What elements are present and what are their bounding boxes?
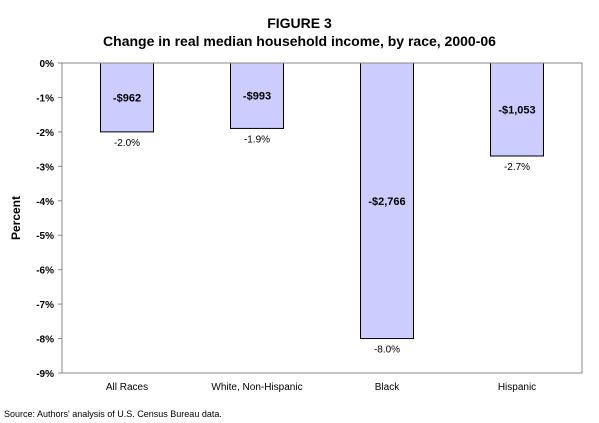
figure-label: FIGURE 3 (267, 15, 332, 31)
y-tick-label: -9% (36, 369, 54, 380)
y-tick-label: 0% (40, 59, 55, 70)
y-tick-label: -3% (36, 162, 54, 173)
x-category-label: All Races (106, 382, 148, 393)
x-axis-categories: All Races White, Non-Hispanic Black Hispani… (106, 382, 536, 393)
y-tick-label: -8% (36, 335, 54, 346)
bar-dollar-label: -$993 (243, 91, 271, 103)
x-category-label: Hispanic (498, 382, 536, 393)
bar-dollar-label: -$1,053 (498, 105, 535, 117)
bar (100, 62, 154, 133)
bar-value-label: -1.9% (244, 134, 270, 145)
y-tick-label: -2% (36, 128, 54, 139)
bar (360, 62, 414, 340)
bar-dollar-label: -$2,766 (368, 196, 405, 208)
y-tick-label: -1% (36, 93, 54, 104)
source-note: Source: Authors' analysis of U.S. Census… (4, 409, 222, 419)
bar-value-label: -2.0% (114, 138, 140, 149)
bar-value-label: -2.7% (504, 162, 530, 173)
bar (490, 62, 544, 157)
y-tick-label: -4% (36, 197, 54, 208)
y-tick-label: -5% (36, 231, 54, 242)
y-tick-label: -6% (36, 266, 54, 277)
bar-value-label: -8.0% (374, 345, 400, 356)
y-axis-ticks: 0% -1% -2% -3% -4% -5% -6% -7% -8% -9% (36, 59, 62, 380)
y-axis-label: Percent (9, 196, 23, 240)
x-category-label: Black (375, 382, 400, 393)
bars-group: -$962 -2.0% -$993 -1.9% -$2,766 -8.0% -$1,053 -… (100, 62, 544, 356)
y-tick-label: -7% (36, 300, 54, 311)
x-category-label: White, Non-Hispanic (211, 382, 302, 393)
bar-dollar-label: -$962 (113, 92, 141, 104)
plot-area-frame (61, 62, 583, 374)
chart-title: Change in real median household income, … (103, 33, 496, 49)
